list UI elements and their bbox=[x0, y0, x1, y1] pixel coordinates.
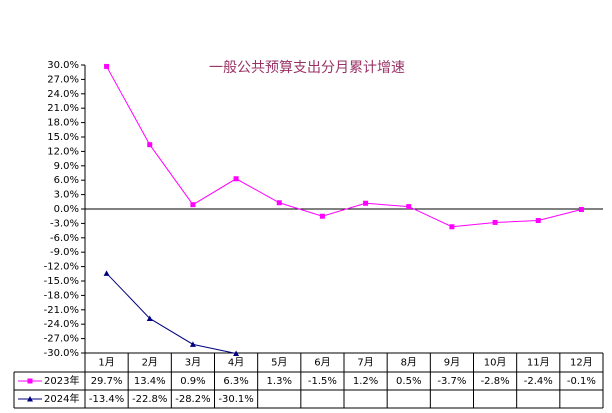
y-tick-label: 6.0% bbox=[54, 175, 79, 186]
y-tick-label: 24.0% bbox=[47, 89, 79, 100]
x-tick-label: 8月 bbox=[401, 357, 417, 369]
legend-label: 2023年 bbox=[44, 374, 79, 387]
x-tick-label: 11月 bbox=[527, 357, 550, 369]
table-value: -2.4% bbox=[524, 376, 553, 387]
y-tick-label: -3.0% bbox=[50, 218, 79, 229]
x-tick-label: 6月 bbox=[314, 357, 330, 369]
y-tick-label: 3.0% bbox=[54, 190, 79, 201]
table-value: 0.5% bbox=[396, 376, 421, 387]
x-tick-label: 2月 bbox=[142, 357, 158, 369]
y-tick-label: -21.0% bbox=[44, 305, 79, 316]
y-tick-label: 12.0% bbox=[47, 146, 79, 157]
y-tick-label: -9.0% bbox=[50, 247, 79, 258]
x-tick-label: 3月 bbox=[185, 357, 201, 369]
point bbox=[190, 202, 196, 208]
y-tick-label: -24.0% bbox=[44, 319, 79, 330]
table-value: -13.4% bbox=[89, 394, 124, 405]
y-tick-label: 21.0% bbox=[47, 103, 79, 114]
table-value: 6.3% bbox=[223, 376, 248, 387]
point bbox=[449, 224, 455, 230]
point bbox=[363, 200, 369, 206]
point bbox=[492, 219, 498, 225]
x-tick-label: 7月 bbox=[357, 357, 373, 369]
point bbox=[233, 176, 239, 182]
y-tick-label: 30.0% bbox=[47, 60, 79, 71]
point bbox=[406, 204, 412, 210]
point bbox=[104, 63, 110, 69]
x-tick-label: 10月 bbox=[484, 357, 507, 369]
point bbox=[535, 218, 541, 224]
y-tick-label: -12.0% bbox=[44, 262, 79, 273]
table-value: 1.2% bbox=[353, 376, 378, 387]
point bbox=[276, 200, 282, 206]
table-value: -28.2% bbox=[175, 394, 210, 405]
y-tick-label: 9.0% bbox=[54, 161, 79, 172]
table-value: 13.4% bbox=[134, 376, 166, 387]
y-tick-label: 0.0% bbox=[54, 204, 79, 215]
x-tick-label: 4月 bbox=[228, 357, 244, 369]
table-value: -30.1% bbox=[218, 394, 253, 405]
legend-label: 2024年 bbox=[44, 392, 79, 405]
y-tick-label: -27.0% bbox=[44, 334, 79, 345]
y-tick-label: 18.0% bbox=[47, 118, 79, 129]
table-value: 0.9% bbox=[180, 376, 205, 387]
table-value: -0.1% bbox=[567, 376, 596, 387]
y-tick-label: 15.0% bbox=[47, 132, 79, 143]
point bbox=[103, 270, 110, 276]
y-tick-label: -18.0% bbox=[44, 290, 79, 301]
x-tick-label: 5月 bbox=[271, 357, 287, 369]
x-tick-label: 9月 bbox=[444, 357, 460, 369]
y-tick-label: -6.0% bbox=[50, 233, 79, 244]
point bbox=[27, 396, 33, 402]
point bbox=[146, 315, 153, 321]
point bbox=[319, 213, 325, 219]
y-tick-label: 27.0% bbox=[47, 74, 79, 85]
x-tick-label: 12月 bbox=[570, 357, 593, 369]
table-value: -22.8% bbox=[132, 394, 167, 405]
point bbox=[233, 350, 240, 356]
chart-title: 一般公共预算支出分月累计增速 bbox=[209, 60, 405, 76]
table-value: 1.3% bbox=[267, 376, 292, 387]
point bbox=[189, 341, 196, 347]
point bbox=[27, 378, 33, 384]
table-value: -1.5% bbox=[308, 376, 337, 387]
table-value: -2.8% bbox=[481, 376, 510, 387]
series-line bbox=[106, 272, 237, 354]
point bbox=[578, 206, 584, 212]
series-line bbox=[106, 66, 582, 228]
point bbox=[147, 142, 153, 148]
y-tick-label: -30.0% bbox=[44, 348, 79, 359]
table-value: 29.7% bbox=[91, 376, 123, 387]
x-tick-label: 1月 bbox=[98, 357, 114, 369]
y-tick-label: -15.0% bbox=[44, 276, 79, 287]
table-value: -3.7% bbox=[437, 376, 466, 387]
